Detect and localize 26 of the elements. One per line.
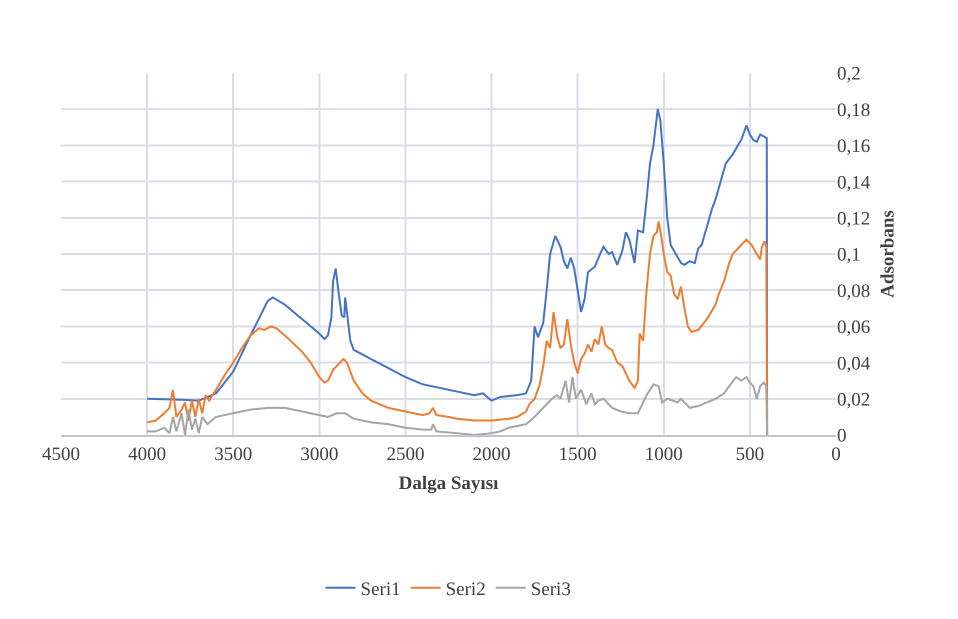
x-tick-label: 3500 — [214, 444, 252, 465]
y-tick-label: 0,16 — [837, 136, 870, 158]
y-tick-label: 0,06 — [837, 317, 870, 338]
y-tick-label: 0,1 — [837, 244, 861, 266]
legend-label: Seri2 — [446, 579, 486, 600]
line-series — [146, 376, 768, 435]
y-tick-label: 0,18 — [837, 100, 870, 121]
x-axis-title: Dalga Sayısı — [398, 473, 498, 494]
y-tick-label: 0,02 — [837, 389, 870, 410]
x-tick-label: 4000 — [128, 444, 166, 465]
y-tick-label: 0 — [837, 426, 846, 447]
x-tick-label: 2500 — [386, 444, 424, 465]
legend-label: Seri1 — [360, 579, 401, 600]
legend-label: Seri3 — [530, 579, 571, 600]
x-tick-label: 4500 — [42, 444, 80, 465]
y-tick-label: 0,04 — [837, 353, 871, 374]
y-tick-label: 0,08 — [837, 280, 870, 302]
y-tick-label: 0,12 — [837, 208, 870, 230]
x-tick-label: 3000 — [300, 444, 338, 465]
x-tick-label: 2000 — [472, 444, 511, 465]
x-tick-label: 500 — [736, 444, 764, 465]
x-tick-label: 1000 — [644, 444, 683, 465]
y-tick-label: 0,2 — [837, 64, 861, 85]
y-axis-title: Adsorbans — [878, 210, 899, 298]
y-tick-label: 0,14 — [837, 172, 871, 194]
x-tick-label: 1500 — [558, 444, 597, 465]
